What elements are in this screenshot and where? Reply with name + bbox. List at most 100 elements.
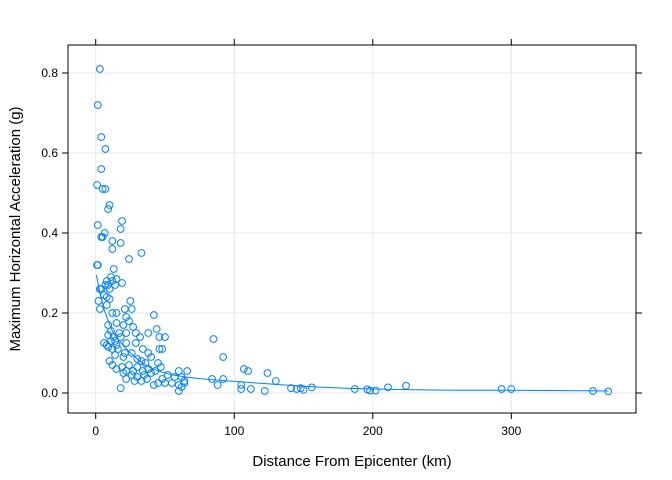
data-point	[108, 361, 117, 369]
axes: 0 100 200 300 0.0 0.2 0.4 0.6 0.8	[41, 39, 642, 438]
data-point	[122, 329, 131, 337]
data-point	[111, 337, 119, 345]
data-point	[126, 297, 135, 305]
data-point	[93, 221, 102, 229]
data-point	[158, 345, 167, 353]
data-point	[119, 353, 128, 361]
y-tick-label: 0.8	[41, 66, 58, 80]
data-point	[118, 279, 126, 287]
data-point	[219, 353, 228, 361]
data-point	[240, 365, 248, 373]
data-point	[156, 363, 165, 371]
data-point	[219, 375, 228, 383]
data-point	[366, 386, 374, 395]
data-point	[144, 349, 153, 357]
data-point	[144, 365, 153, 373]
data-point	[497, 385, 506, 393]
data-point	[138, 345, 147, 353]
data-point	[93, 261, 102, 269]
data-point	[149, 381, 158, 389]
data-point	[93, 181, 101, 189]
data-point	[155, 345, 164, 353]
y-tick-label: 0.2	[41, 306, 58, 320]
x-tick-label: 100	[224, 424, 244, 438]
grid-lines	[68, 45, 636, 413]
data-point	[137, 377, 146, 385]
data-point	[116, 225, 125, 233]
data-point	[111, 281, 119, 289]
data-point	[105, 201, 114, 209]
data-point	[104, 343, 113, 351]
data-point	[125, 317, 133, 325]
data-point	[350, 385, 359, 393]
data-point	[244, 367, 253, 375]
data-point	[152, 325, 161, 333]
data-point	[213, 381, 222, 389]
data-point	[119, 321, 128, 329]
data-point	[112, 309, 121, 317]
data-point	[209, 335, 218, 343]
data-point	[104, 205, 113, 213]
data-point	[136, 333, 144, 341]
data-point	[94, 297, 103, 305]
data-point	[108, 277, 117, 285]
data-point	[507, 385, 516, 393]
data-point	[131, 329, 140, 337]
data-point	[120, 305, 129, 313]
data-point	[105, 357, 114, 365]
data-point	[180, 379, 189, 387]
data-point	[371, 386, 380, 395]
data-point	[95, 305, 104, 313]
data-point	[260, 387, 269, 395]
data-point	[143, 375, 151, 383]
y-tick-label: 0.6	[41, 146, 58, 160]
y-tick-label: 0.4	[41, 226, 58, 240]
data-point	[307, 383, 316, 392]
data-point	[109, 265, 118, 273]
data-point	[154, 359, 162, 367]
data-point	[604, 387, 613, 396]
data-point	[98, 185, 107, 193]
data-point	[589, 387, 597, 395]
data-point	[98, 233, 107, 241]
data-point	[120, 349, 129, 357]
data-point	[101, 185, 110, 193]
data-point	[95, 65, 104, 73]
data-point	[137, 249, 146, 257]
data-point	[147, 369, 156, 377]
data-point	[102, 277, 111, 285]
data-point	[127, 305, 136, 313]
data-point	[112, 275, 121, 283]
data-point	[271, 377, 280, 385]
data-point	[138, 367, 147, 375]
data-point	[149, 311, 158, 319]
data-point	[127, 349, 136, 357]
data-point	[402, 381, 410, 390]
data-point	[168, 379, 176, 387]
data-point	[97, 165, 106, 173]
data-point	[133, 363, 142, 371]
data-point	[263, 369, 272, 377]
data-point	[93, 101, 102, 109]
data-point	[299, 385, 308, 394]
data-point	[129, 367, 138, 375]
data-point	[118, 217, 126, 225]
data-point	[108, 309, 117, 317]
data-point	[116, 384, 125, 393]
data-point	[183, 367, 192, 375]
data-point	[116, 239, 125, 247]
data-point	[154, 379, 162, 387]
data-point	[102, 341, 111, 349]
data-point	[131, 339, 140, 347]
data-point	[122, 339, 131, 347]
data-point	[158, 375, 167, 383]
data-point	[107, 273, 115, 281]
x-tick-label: 300	[501, 424, 521, 438]
data-point	[133, 355, 142, 363]
data-point	[102, 301, 111, 309]
data-point	[112, 319, 121, 327]
data-point	[101, 145, 110, 153]
x-tick-label: 0	[92, 424, 99, 438]
plot-frame	[67, 44, 637, 414]
